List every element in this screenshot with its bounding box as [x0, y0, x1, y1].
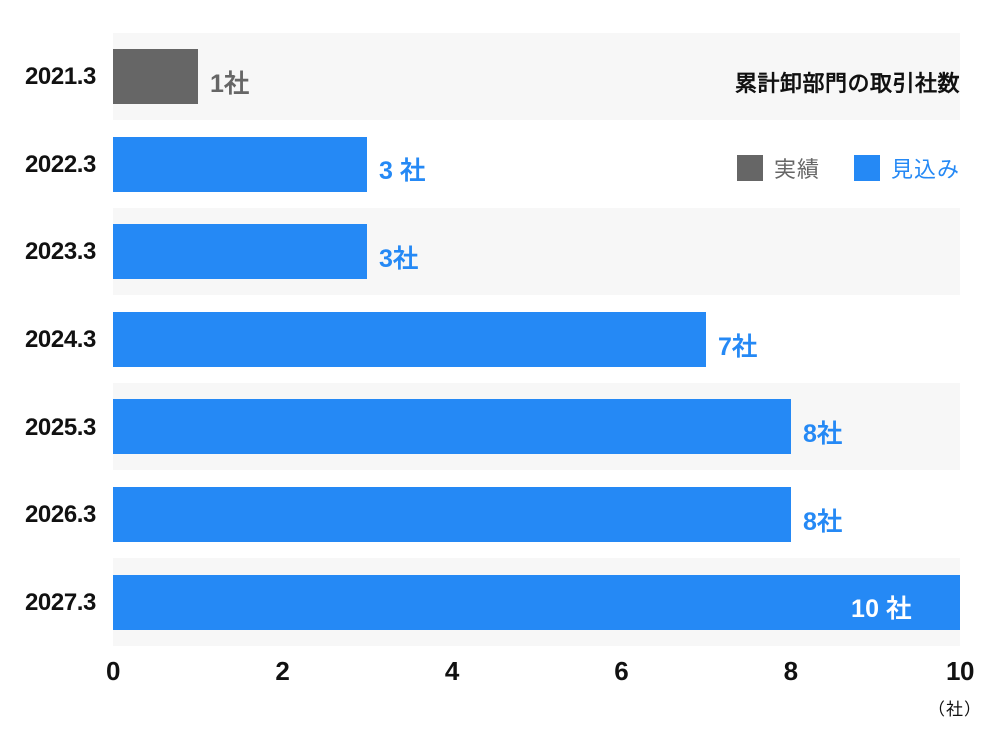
- category-label-2021: 2021.3: [24, 63, 96, 90]
- bar-2025: [113, 399, 791, 454]
- category-label-2024: 2024.3: [24, 326, 96, 353]
- bar-2021: [113, 49, 198, 104]
- legend-label: 実績: [773, 157, 820, 182]
- category-label-2027: 2027.3: [24, 589, 96, 616]
- legend-swatch-icon: [736, 155, 763, 181]
- bar-2026: [113, 487, 791, 542]
- x-tick-label: 6: [614, 656, 629, 686]
- x-tick-label: 8: [783, 656, 798, 686]
- category-label-2025: 2025.3: [24, 414, 96, 441]
- bar-value-label: 7社: [718, 333, 758, 361]
- bar-value-label: 3 社: [379, 157, 426, 185]
- category-label-2023: 2023.3: [24, 238, 96, 265]
- legend-label: 見込み: [890, 157, 960, 182]
- bar-value-label: 3社: [379, 245, 419, 273]
- category-label-2022: 2022.3: [24, 151, 96, 178]
- plot-area: 1社 3 社 3社 7社 8社 8社 10 社: [113, 33, 960, 646]
- legend-item-actual: 実績: [736, 152, 820, 184]
- x-axis: 0 2 4 6 8 10 （社）: [0, 646, 1000, 739]
- bar-value-label: 1社: [210, 70, 250, 98]
- bar-2024: [113, 312, 706, 367]
- bar-2023: [113, 224, 368, 279]
- bar-value-label: 8社: [803, 508, 843, 536]
- row-band: [113, 33, 960, 120]
- legend-swatch-icon: [853, 155, 880, 181]
- x-tick-label: 10: [946, 656, 974, 686]
- x-tick-label: 2: [275, 656, 290, 686]
- x-tick-label: 4: [444, 656, 459, 686]
- bar-value-label: 10 社: [851, 595, 912, 623]
- x-axis-unit-label: （社）: [928, 700, 982, 719]
- bar-2027: [113, 575, 960, 630]
- category-label-2026: 2026.3: [24, 501, 96, 528]
- bar-value-label: 8社: [803, 420, 843, 448]
- legend-item-forecast: 見込み: [853, 152, 960, 184]
- x-tick-label: 0: [106, 656, 120, 686]
- chart-legend: 実績 見込み: [736, 152, 960, 184]
- bar-2022: [113, 137, 368, 192]
- chart-title: 累計卸部門の取引社数: [734, 71, 960, 96]
